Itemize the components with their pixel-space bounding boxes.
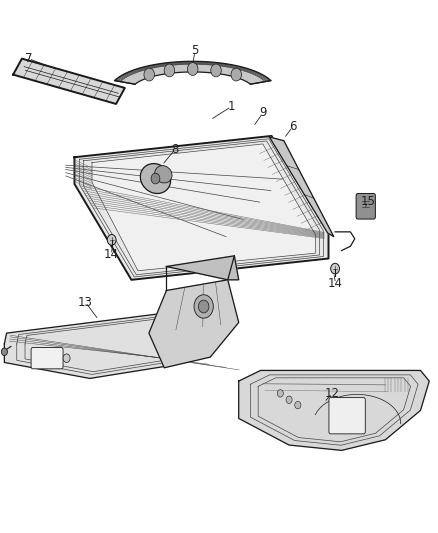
Polygon shape bbox=[13, 59, 125, 104]
Circle shape bbox=[144, 68, 155, 81]
Text: 9: 9 bbox=[259, 107, 267, 119]
Circle shape bbox=[286, 396, 292, 403]
Text: 5: 5 bbox=[191, 44, 198, 57]
Text: 1: 1 bbox=[227, 100, 235, 113]
Polygon shape bbox=[269, 137, 334, 237]
Circle shape bbox=[211, 64, 221, 77]
Text: 7: 7 bbox=[25, 52, 32, 65]
Polygon shape bbox=[114, 61, 271, 84]
Circle shape bbox=[331, 263, 339, 274]
Text: 6: 6 bbox=[289, 120, 297, 133]
Polygon shape bbox=[149, 280, 239, 368]
Circle shape bbox=[194, 295, 213, 318]
Circle shape bbox=[198, 300, 209, 313]
Circle shape bbox=[63, 354, 70, 362]
Polygon shape bbox=[166, 256, 239, 280]
Text: 13: 13 bbox=[78, 296, 93, 309]
Text: 15: 15 bbox=[360, 195, 375, 208]
Ellipse shape bbox=[155, 166, 172, 183]
Circle shape bbox=[107, 235, 116, 245]
FancyBboxPatch shape bbox=[356, 193, 375, 219]
Text: 12: 12 bbox=[325, 387, 339, 400]
Ellipse shape bbox=[140, 164, 171, 193]
Circle shape bbox=[1, 348, 7, 356]
Polygon shape bbox=[4, 312, 204, 378]
Circle shape bbox=[295, 401, 301, 409]
Text: 8: 8 bbox=[172, 143, 179, 156]
Polygon shape bbox=[239, 370, 429, 450]
Circle shape bbox=[187, 63, 198, 76]
Polygon shape bbox=[74, 136, 328, 280]
Text: 14: 14 bbox=[104, 248, 119, 261]
FancyBboxPatch shape bbox=[31, 348, 63, 369]
Text: 14: 14 bbox=[328, 277, 343, 290]
Circle shape bbox=[231, 68, 241, 81]
Polygon shape bbox=[92, 144, 315, 271]
FancyBboxPatch shape bbox=[329, 398, 365, 434]
Circle shape bbox=[164, 64, 175, 77]
Circle shape bbox=[277, 390, 283, 397]
Circle shape bbox=[151, 173, 160, 184]
